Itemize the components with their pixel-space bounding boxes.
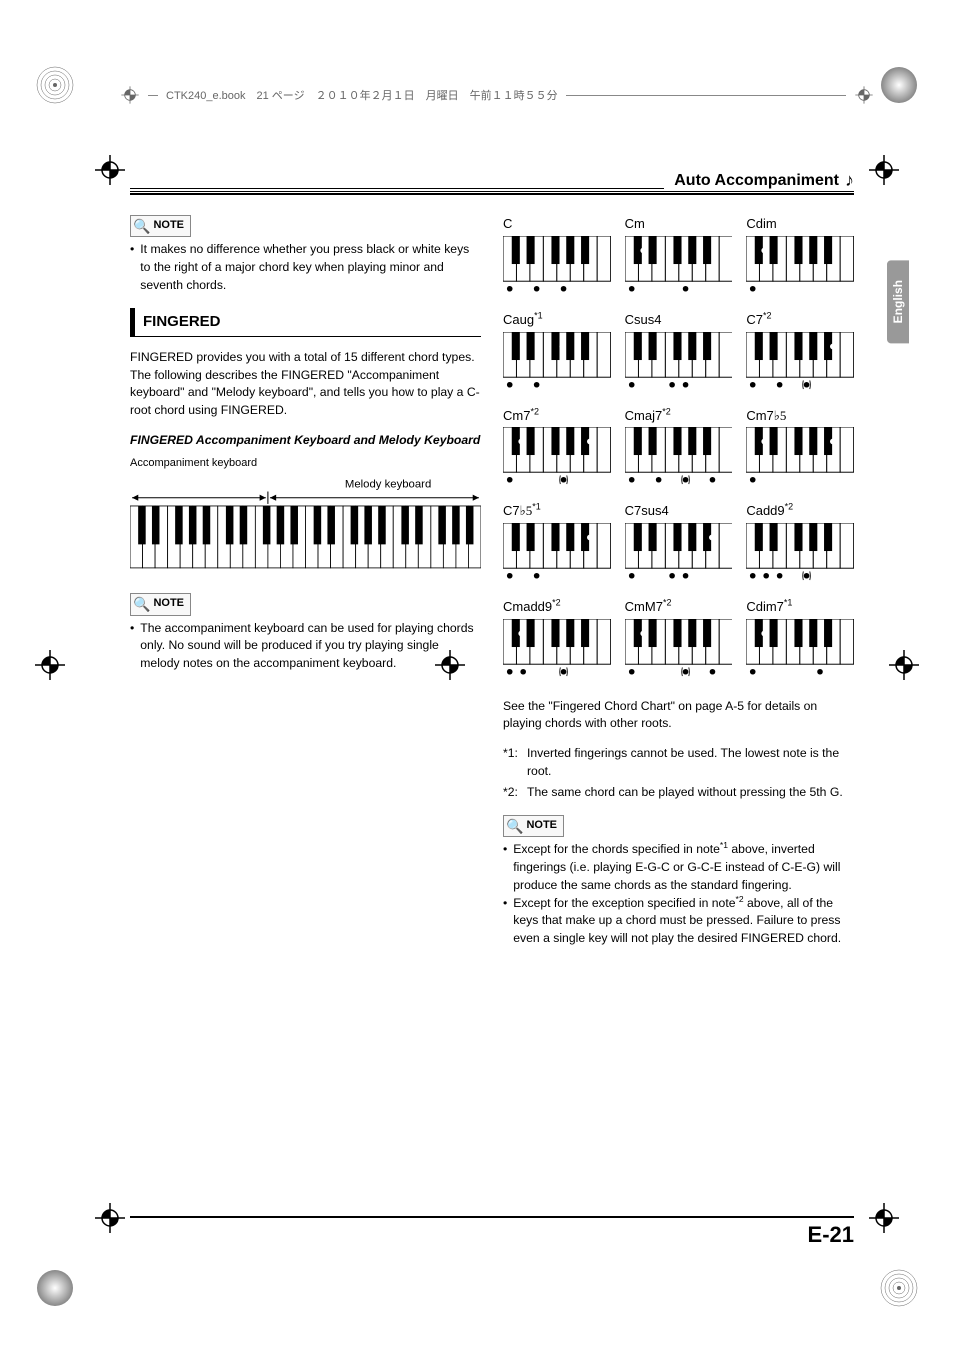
chord-keyboard [625,523,733,588]
registration-mark-br [879,1268,919,1308]
footnote-label: *2: [503,784,527,802]
svg-text:Melody keyboard: Melody keyboard [345,479,431,491]
chord-keyboard [746,619,854,684]
footnotes: *1: Inverted fingerings cannot be used. … [503,745,854,801]
paragraph: FINGERED provides you with a total of 15… [130,349,481,420]
registration-mark-tl [35,65,75,105]
crosshair-icon [35,650,65,685]
see-text: See the "Fingered Chord Chart" on page A… [503,698,854,733]
chord-name: Cadd9*2 [746,502,854,521]
heading-fingered: FINGERED [130,308,481,337]
chord-name: C7sus4 [625,502,733,521]
registration-mark-bl [35,1268,75,1308]
keyboard-label: Accompaniment keyboard [130,456,481,472]
chord-cell: CmM7*2 [625,598,733,684]
chord-name: Cm7*2 [503,407,611,426]
chord-cell: Cadd9*2 [746,502,854,588]
footnote-label: *1: [503,745,527,780]
chord-name: CmM7*2 [625,598,733,617]
page-content: Auto Accompaniment ♪ English 🔍 NOTE •It … [130,170,854,1218]
chord-cell: C [503,215,611,301]
chord-cell: Cm [625,215,733,301]
chord-keyboard [625,427,733,492]
chord-keyboard [625,332,733,397]
music-note-icon: ♪ [845,170,854,191]
chord-cell: Cm7*2 [503,407,611,493]
section-header: Auto Accompaniment ♪ [130,170,854,195]
chord-name: Cdim [746,215,854,234]
magnifier-icon: 🔍 [133,216,150,236]
crosshair-icon [95,1203,125,1238]
note-text: The accompaniment keyboard can be used f… [140,620,481,673]
chord-cell: Caug*1 [503,311,611,397]
print-header: CTK240_e.book 21 ページ ２０１０年２月１日 月曜日 午前１１時… [120,85,874,105]
chord-cell: Csus4 [625,311,733,397]
chord-keyboard [625,236,733,301]
crosshair-icon [95,155,125,190]
chord-grid: C Cm Cdim Caug*1 Csus4 C7*2 Cm7*2 Cmaj7*2 Cm7♭5 C… [503,215,854,684]
left-column: 🔍 NOTE •It makes no difference whether y… [130,215,481,962]
crosshair-icon [869,1203,899,1238]
chord-name: Cdim7*1 [746,598,854,617]
chord-name: Csus4 [625,311,733,330]
chord-keyboard [625,619,733,684]
chord-keyboard [746,427,854,492]
right-column: C Cm Cdim Caug*1 Csus4 C7*2 Cm7*2 Cmaj7*2 Cm7♭5 C… [503,215,854,962]
chord-keyboard [746,332,854,397]
chord-name: C7♭5*1 [503,502,611,521]
chord-keyboard [503,523,611,588]
footnote-text: Inverted fingerings cannot be used. The … [527,745,854,780]
chord-cell: Cmaj7*2 [625,407,733,493]
chord-cell: Cdim7*1 [746,598,854,684]
magnifier-icon: 🔍 [506,816,523,836]
chord-name: C7*2 [746,311,854,330]
registration-mark-tr [879,65,919,105]
footnote-text: The same chord can be played without pre… [527,784,843,802]
chord-cell: C7*2 [746,311,854,397]
header-file-info: CTK240_e.book 21 ページ ２０１０年２月１日 月曜日 午前１１時… [166,87,558,103]
note-label: 🔍 NOTE [130,593,191,615]
language-tab: English [887,260,909,343]
note-text: Except for the exception specified in no… [513,895,854,948]
chord-keyboard [746,236,854,301]
chord-cell: Cdim [746,215,854,301]
chord-name: Caug*1 [503,311,611,330]
chord-keyboard [746,523,854,588]
crosshair-icon [869,155,899,190]
crosshair-icon [889,650,919,685]
magnifier-icon: 🔍 [133,594,150,614]
chord-keyboard [503,619,611,684]
chord-name: Cmadd9*2 [503,598,611,617]
chord-name: Cm7♭5 [746,407,854,426]
chord-name: Cm [625,215,733,234]
section-title: Auto Accompaniment [674,172,839,190]
note-text: It makes no difference whether you press… [140,241,481,294]
subheading: FINGERED Accompaniment Keyboard and Melo… [130,432,481,450]
chord-name: Cmaj7*2 [625,407,733,426]
chord-name: C [503,215,611,234]
chord-keyboard [503,427,611,492]
keyboard-diagram: Melody keyboard [130,475,481,579]
chord-cell: C7sus4 [625,502,733,588]
chord-keyboard [503,332,611,397]
chord-cell: Cm7♭5 [746,407,854,493]
page-number: E-21 [130,1216,854,1248]
chord-keyboard [503,236,611,301]
note-label: 🔍 NOTE [503,815,564,837]
chord-cell: Cmadd9*2 [503,598,611,684]
note-text: Except for the chords specified in note*… [513,841,854,894]
note-label: 🔍 NOTE [130,215,191,237]
chord-cell: C7♭5*1 [503,502,611,588]
